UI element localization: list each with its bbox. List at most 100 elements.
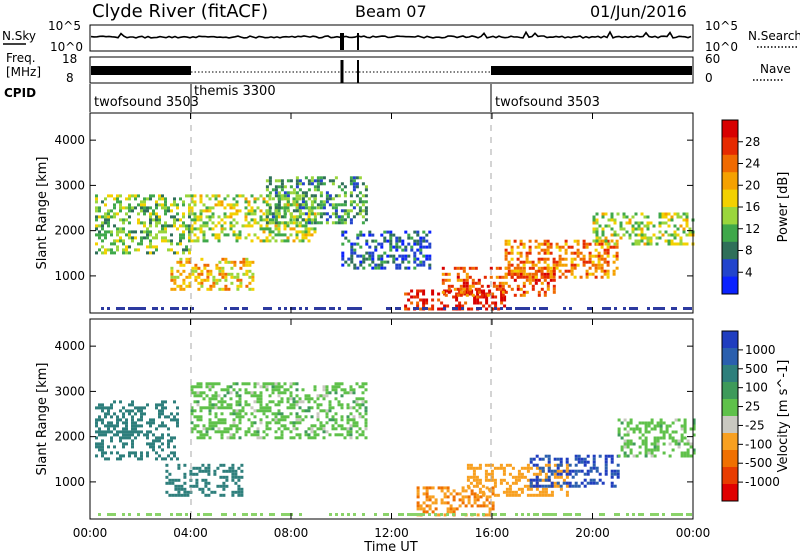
echo-cell-1-3	[467, 498, 471, 502]
echo-cell-0-1	[179, 284, 183, 288]
echo-cell-1-4	[505, 493, 509, 497]
echo-cell-1-1	[222, 484, 226, 488]
echo-cell-1-2	[334, 391, 338, 395]
echo-cell-0-7	[543, 275, 547, 279]
echo-cell-1-1	[198, 487, 202, 491]
echo-cell-0-6	[465, 278, 469, 282]
echo-cell-0-4	[365, 239, 369, 243]
echo-cell-0-6	[444, 272, 448, 276]
echo-cell-0-2	[295, 221, 299, 225]
echo-cell-1-0	[146, 451, 149, 455]
echo-cell-0-6	[462, 281, 466, 285]
cpid-segment-3: twofsound 3503	[495, 95, 600, 110]
echo-cell-0-1	[200, 284, 204, 288]
echo-cell-1-2	[238, 421, 242, 425]
echo-cell-0-1	[245, 260, 249, 264]
ground-scatter-cell	[500, 513, 503, 516]
echo-cell-0-7	[606, 248, 610, 252]
echo-cell-1-2	[226, 403, 230, 407]
echo-cell-1-1	[204, 484, 208, 488]
echo-cell-1-5	[556, 481, 560, 485]
echo-cell-1-1	[225, 478, 229, 482]
ground-scatter-cell	[230, 307, 233, 310]
echo-cell-0-7	[579, 257, 583, 261]
echo-cell-1-6	[665, 430, 669, 434]
echo-cell-0-0	[104, 233, 107, 237]
echo-cell-1-2	[214, 430, 218, 434]
echo-cell-0-5	[476, 301, 480, 305]
echo-cell-1-0	[122, 406, 125, 410]
echo-cell-0-1	[200, 272, 204, 276]
echo-cell-0-0	[188, 224, 191, 228]
echo-cell-0-2	[193, 221, 197, 225]
echo-cell-1-1	[180, 484, 184, 488]
echo-cell-1-0	[158, 403, 161, 407]
echo-cell-1-2	[346, 418, 350, 422]
echo-cell-1-2	[202, 436, 206, 440]
echo-cell-0-0	[146, 245, 149, 249]
echo-cell-0-3	[328, 197, 332, 201]
echo-cell-1-0	[134, 454, 137, 458]
echo-cell-0-8	[640, 239, 644, 243]
echo-cell-1-5	[583, 472, 587, 476]
echo-cell-0-7	[558, 257, 562, 261]
echo-cell-1-5	[592, 481, 596, 485]
echo-cell-1-6	[650, 442, 654, 446]
echo-cell-1-2	[226, 430, 230, 434]
echo-cell-1-0	[167, 442, 170, 446]
echo-cell-1-4	[535, 472, 539, 476]
echo-cell-0-4	[380, 254, 384, 258]
echo-cell-0-2	[289, 218, 293, 222]
echo-cell-0-7	[594, 266, 598, 270]
echo-cell-0-1	[224, 257, 228, 261]
echo-cell-1-3	[416, 504, 420, 508]
echo-cell-0-2	[247, 212, 251, 216]
echo-cell-1-5	[574, 469, 578, 473]
echo-cell-0-1	[203, 263, 207, 267]
echo-cell-0-3	[343, 209, 347, 213]
echo-cell-0-8	[643, 224, 647, 228]
ground-scatter-cell	[101, 307, 104, 310]
echo-cell-1-0	[101, 445, 104, 449]
echo-cell-0-3	[319, 191, 323, 195]
echo-cell-0-4	[347, 257, 351, 261]
echo-cell-0-0	[176, 206, 179, 210]
echo-cell-1-2	[214, 421, 218, 425]
echo-cell-0-7	[516, 245, 520, 249]
echo-cell-0-2	[202, 233, 206, 237]
echo-cell-1-2	[283, 391, 287, 395]
echo-cell-1-5	[535, 484, 539, 488]
echo-cell-0-7	[588, 266, 592, 270]
echo-cell-0-2	[256, 206, 260, 210]
echo-cell-1-2	[214, 406, 218, 410]
echo-cell-1-1	[207, 487, 211, 491]
echo-cell-1-2	[226, 427, 230, 431]
echo-cell-0-1	[212, 275, 216, 279]
echo-cell-1-5	[604, 469, 608, 473]
echo-cell-1-3	[476, 513, 480, 517]
echo-cell-1-0	[131, 400, 134, 404]
echo-cell-0-4	[362, 260, 366, 264]
echo-cell-0-3	[325, 194, 329, 198]
echo-cell-1-1	[183, 490, 187, 494]
echo-cell-1-2	[295, 433, 299, 437]
ground-scatter-cell	[452, 307, 455, 310]
ground-scatter-cell	[563, 307, 566, 310]
echo-cell-0-0	[188, 227, 191, 231]
echo-cell-0-2	[274, 224, 278, 228]
echo-cell-0-1	[251, 275, 255, 279]
echo-cell-1-1	[192, 466, 196, 470]
echo-cell-0-7	[600, 263, 604, 267]
velocity-colorbar-label: Velocity [m s^-1]	[776, 360, 791, 473]
echo-cell-0-8	[634, 239, 638, 243]
echo-cell-0-7	[564, 248, 568, 252]
echo-cell-0-1	[218, 260, 222, 264]
echo-cell-1-2	[253, 382, 257, 386]
echo-cell-1-0	[152, 448, 155, 452]
echo-cell-1-2	[289, 385, 293, 389]
echo-cell-1-3	[461, 489, 465, 493]
echo-cell-0-2	[313, 200, 317, 204]
echo-cell-1-0	[152, 445, 155, 449]
echo-cell-1-5	[544, 454, 548, 458]
